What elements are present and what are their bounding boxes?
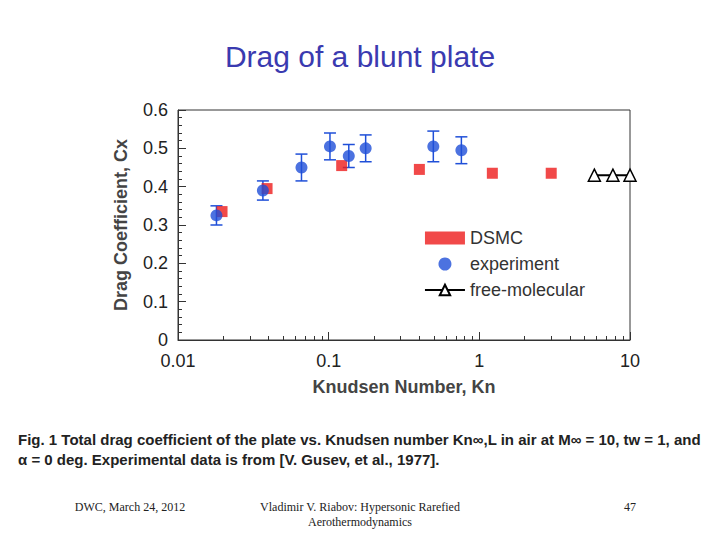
svg-text:DSMC: DSMC bbox=[470, 228, 523, 248]
svg-text:free-molecular: free-molecular bbox=[470, 280, 585, 300]
svg-text:0.4: 0.4 bbox=[143, 177, 168, 197]
svg-text:10: 10 bbox=[620, 351, 640, 371]
html-text:47: 47 bbox=[624, 500, 636, 514]
svg-text:0.1: 0.1 bbox=[316, 351, 341, 371]
svg-text:0.1: 0.1 bbox=[143, 292, 168, 312]
svg-text:1: 1 bbox=[474, 351, 484, 371]
svg-text:Knudsen Number, Kn: Knudsen Number, Kn bbox=[312, 377, 495, 397]
svg-text:0.01: 0.01 bbox=[160, 351, 195, 371]
svg-text:Drag of a blunt plate: Drag of a blunt plate bbox=[225, 40, 495, 73]
svg-text:0.3: 0.3 bbox=[143, 215, 168, 235]
html-text:Vladimir V. Riabov: Hypersonic: Vladimir V. Riabov: Hypersonic Rarefied … bbox=[260, 500, 460, 529]
svg-text:Drag Coefficient, Cx: Drag Coefficient, Cx bbox=[111, 139, 131, 311]
svg-text:0: 0 bbox=[158, 330, 168, 350]
html-text:Fig. 1 Total drag coefficient: Fig. 1 Total drag coefficient of the pla… bbox=[18, 431, 701, 468]
svg-text:0.5: 0.5 bbox=[143, 138, 168, 158]
svg-text:0.6: 0.6 bbox=[143, 100, 168, 120]
html-text:DWC, March 24, 2012: DWC, March 24, 2012 bbox=[74, 500, 186, 514]
svg-text:experiment: experiment bbox=[470, 254, 559, 274]
svg-text:0.2: 0.2 bbox=[143, 253, 168, 273]
